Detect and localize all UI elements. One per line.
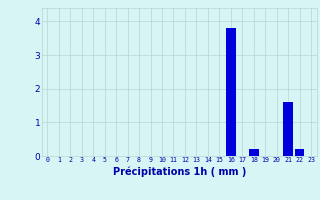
Bar xyxy=(226,28,236,156)
Bar xyxy=(295,149,304,156)
Bar xyxy=(283,102,293,156)
X-axis label: Précipitations 1h ( mm ): Précipitations 1h ( mm ) xyxy=(113,166,246,177)
Bar xyxy=(249,149,259,156)
